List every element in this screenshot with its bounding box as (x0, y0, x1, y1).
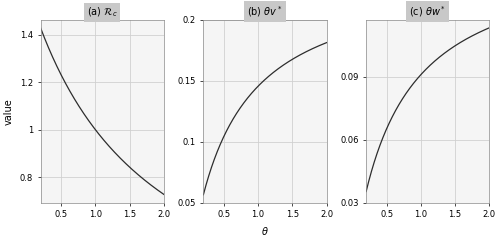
Y-axis label: value: value (4, 98, 14, 125)
X-axis label: $\theta$: $\theta$ (261, 225, 269, 237)
Title: (c) $\theta w^*$: (c) $\theta w^*$ (409, 4, 446, 19)
Title: (b) $\theta v^*$: (b) $\theta v^*$ (247, 4, 283, 19)
Title: (a) $\mathcal{R}_c$: (a) $\mathcal{R}_c$ (87, 6, 118, 19)
